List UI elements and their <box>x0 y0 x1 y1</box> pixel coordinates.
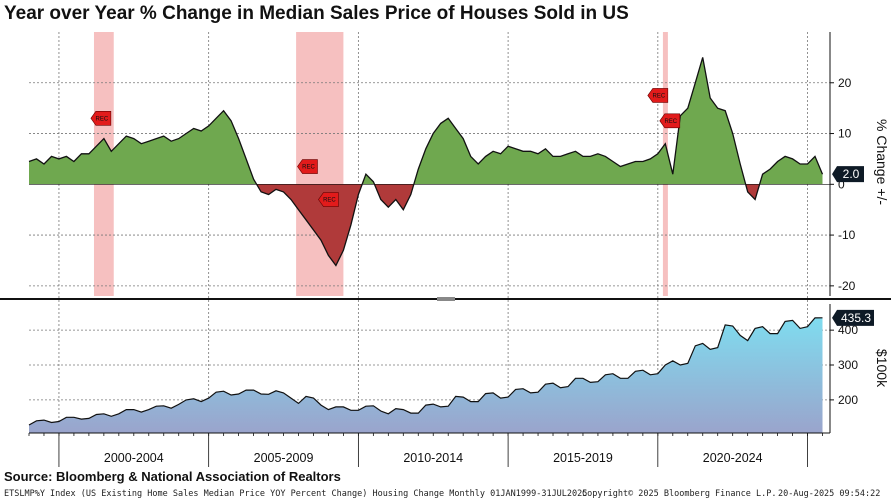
y-tick-label: -10 <box>838 228 856 242</box>
footer-series-description: ETSLMP%Y Index (US Existing Home Sales M… <box>4 489 588 499</box>
panel-divider <box>0 297 891 301</box>
top-y-axis: -20 -10 0 10 20 2.0 % Change +/- <box>829 32 890 296</box>
rec-markers: REC REC REC REC REC <box>90 88 681 207</box>
badge-value: 435.3 <box>841 311 871 325</box>
source-note: Source: Bloomberg & National Association… <box>4 469 341 484</box>
rec-label: REC <box>302 165 315 171</box>
x-tick-label: 2010-2014 <box>403 451 463 465</box>
yoy-area <box>28 57 830 267</box>
x-tick-label: 2020-2024 <box>703 451 763 465</box>
rec-flag <box>647 88 669 103</box>
y-tick-label: -20 <box>838 279 856 293</box>
y-tick-label: 200 <box>838 393 858 407</box>
y-tick-label: 0 <box>838 177 845 191</box>
x-axis: 2000-2004 2005-2009 2010-2014 2015-2019 2020… <box>28 432 830 467</box>
rec-marker: REC <box>647 88 669 103</box>
level-area <box>28 317 823 433</box>
positive-area <box>29 57 823 185</box>
chart-title: Year over Year % Change in Median Sales … <box>4 3 629 24</box>
x-tick-label: 2005-2009 <box>254 451 314 465</box>
bottom-y-axis-label: $100k <box>874 349 890 388</box>
y-tick-label: 10 <box>838 127 852 141</box>
footer-copyright: Copyright© 2025 Bloomberg Finance L.P. <box>582 489 777 499</box>
rec-marker: REC <box>90 111 112 126</box>
rec-label: REC <box>664 119 677 125</box>
badge-shape <box>832 166 864 183</box>
level-line <box>28 317 823 426</box>
rec-marker: REC <box>659 113 681 129</box>
badge-shape <box>832 309 874 326</box>
y-tick-label: 20 <box>838 76 852 90</box>
rec-flag <box>659 113 681 129</box>
bottom-panel-grid <box>29 329 830 401</box>
rec-label: REC <box>652 93 665 99</box>
badge-value: 2.0 <box>843 167 860 181</box>
y-tick-label: 400 <box>838 323 858 337</box>
rec-flag <box>90 111 112 126</box>
rec-marker: REC <box>318 192 339 207</box>
top-panel-grid <box>29 32 830 433</box>
y-tick-label: 300 <box>838 358 858 372</box>
x-tick-label: 2015-2019 <box>553 451 613 465</box>
yoy-line <box>28 57 824 267</box>
last-value-badge: 435.3 <box>832 309 874 326</box>
rec-label: REC <box>96 116 109 122</box>
x-tick-label: 2000-2004 <box>104 451 164 465</box>
divider-handle <box>437 297 455 301</box>
rec-label: REC <box>323 198 336 204</box>
level-fill <box>29 317 823 433</box>
last-value-badge: 2.0 <box>832 166 864 183</box>
footer-timestamp: 20-Aug-2025 09:54:22 <box>778 489 881 499</box>
rec-marker: REC <box>297 159 318 174</box>
rec-flag <box>297 159 318 174</box>
rec-flag <box>318 192 339 207</box>
top-y-axis-label: % Change +/- <box>874 119 890 205</box>
